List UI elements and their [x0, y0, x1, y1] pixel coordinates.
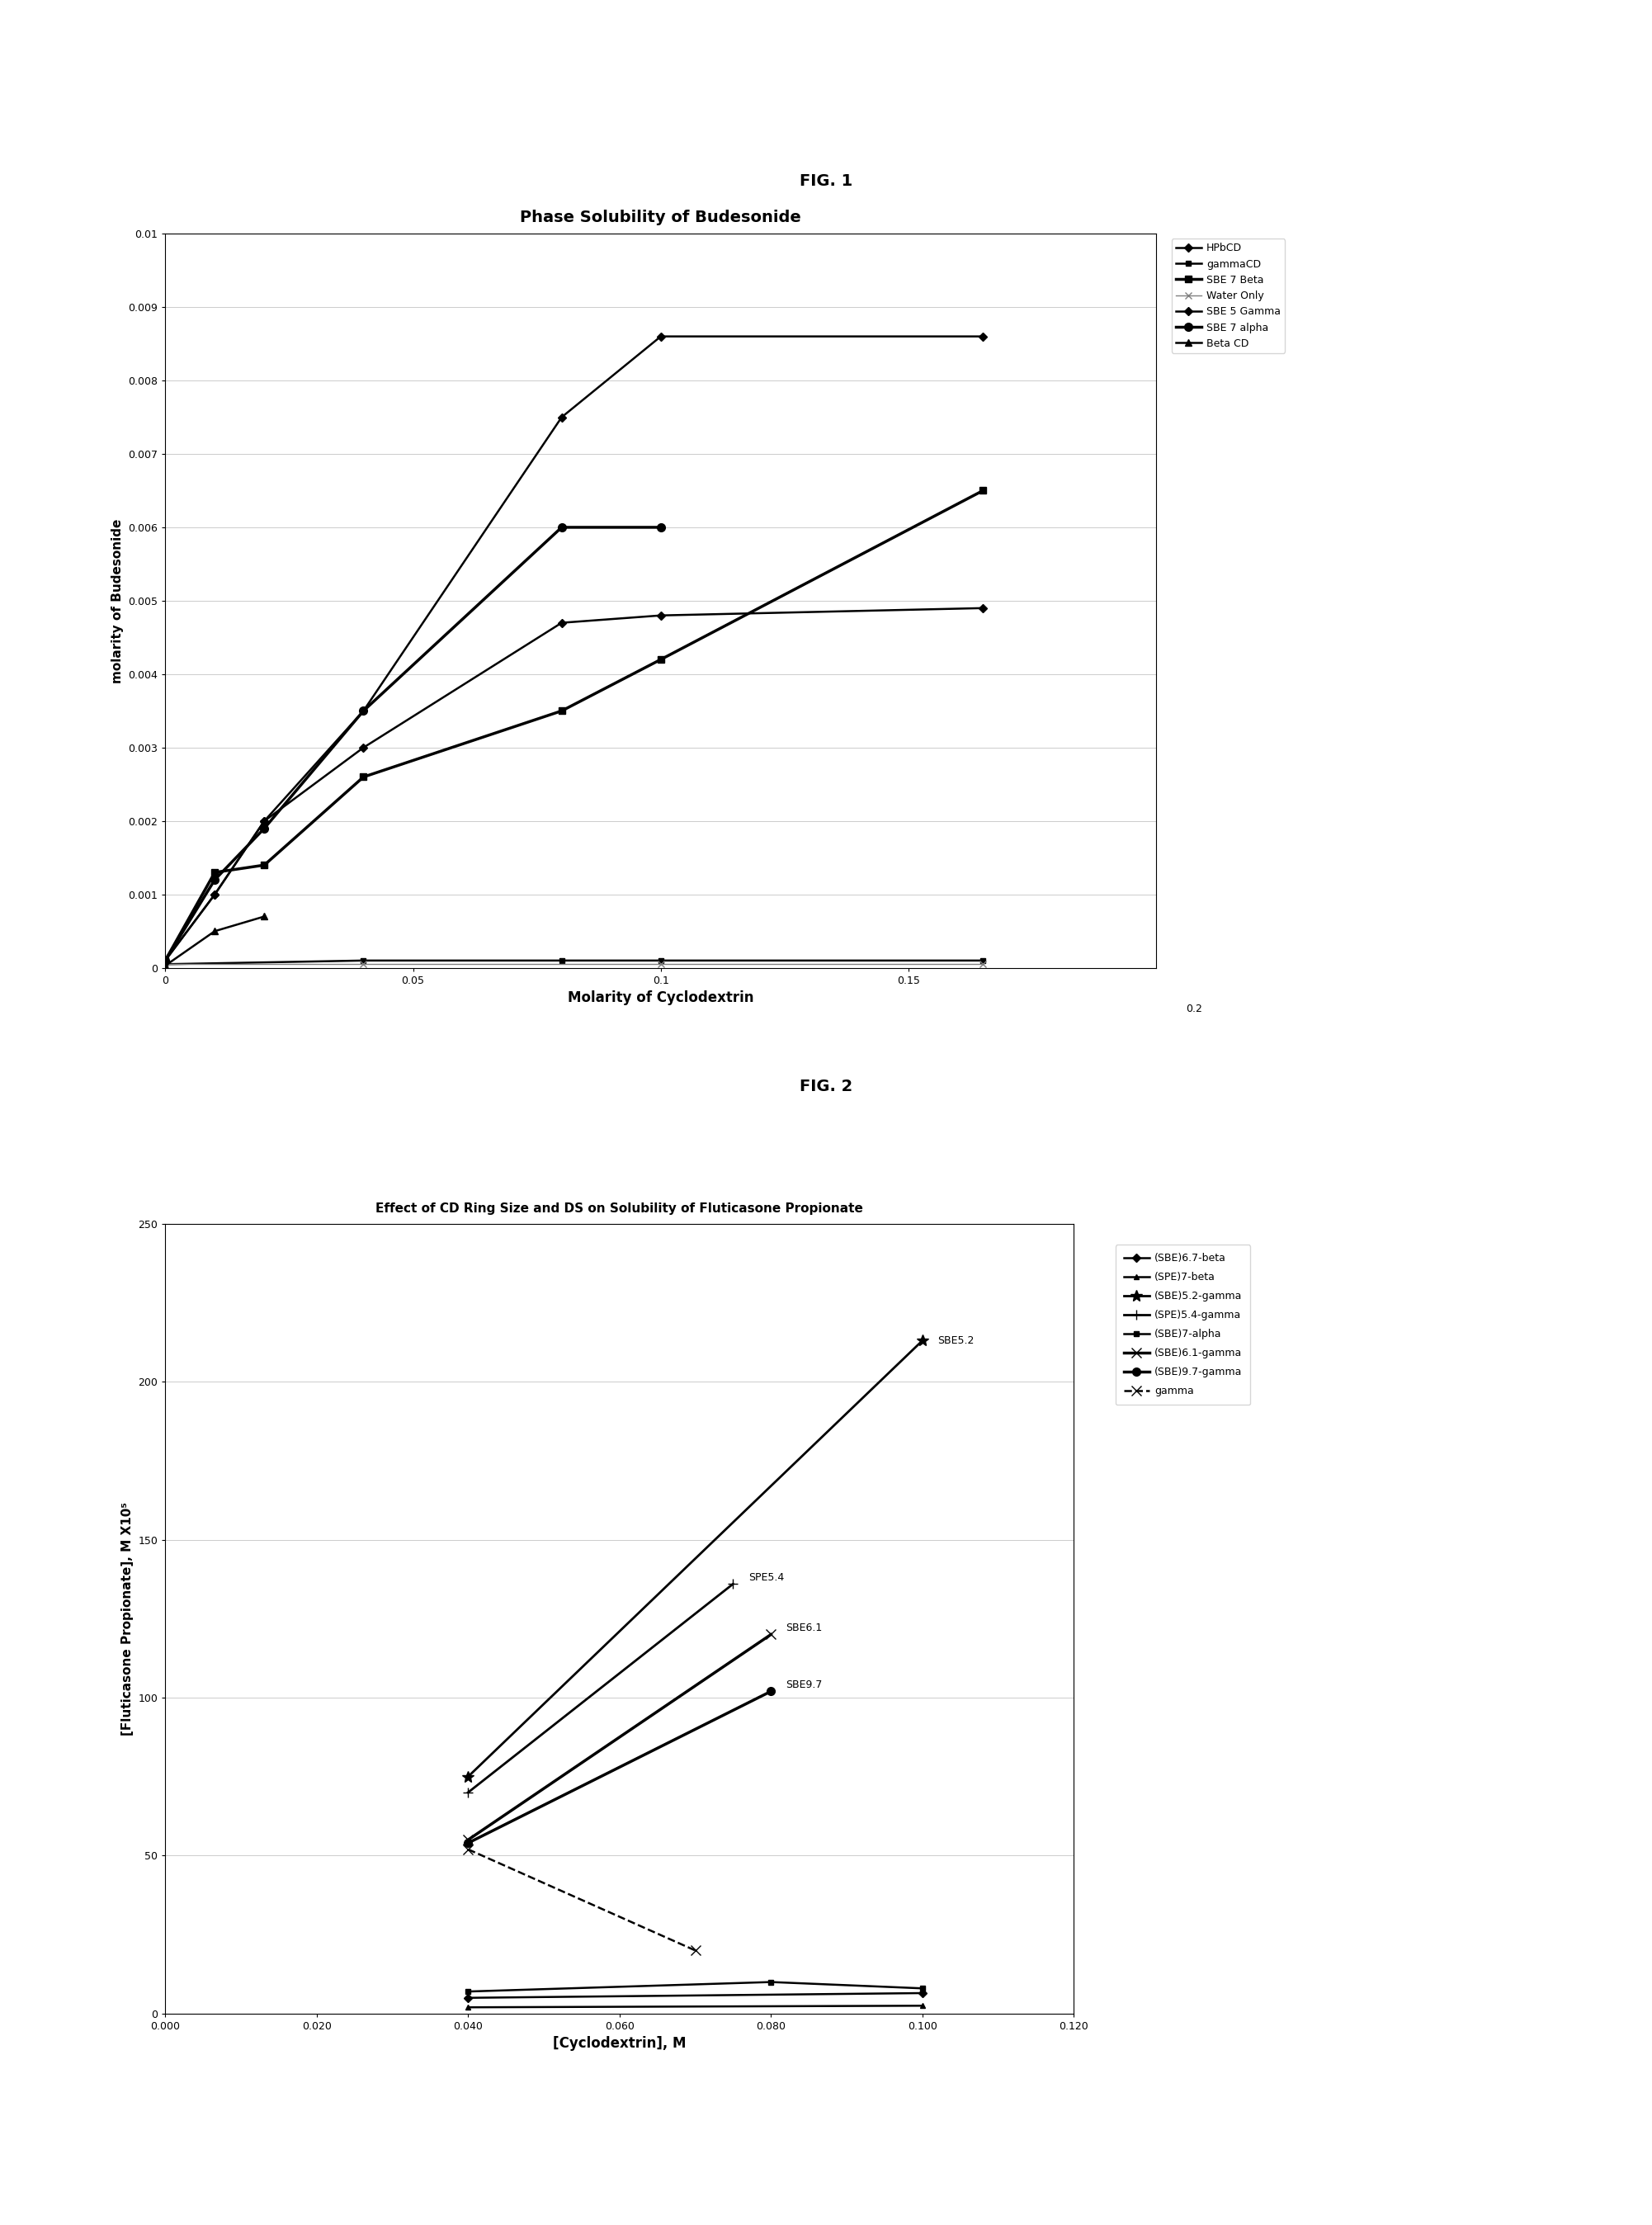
Line: (SBE)6.7-beta: (SBE)6.7-beta — [466, 1989, 925, 2000]
(SBE)5.2-gamma — [912, 1328, 932, 1355]
(SBE)6.1-gamma — [762, 1622, 781, 1649]
SBE 5 Gamma — [254, 808, 274, 834]
Line: (SBE)6.1-gamma: (SBE)6.1-gamma — [463, 1629, 776, 1845]
Legend: (SBE)6.7-beta, (SPE)7-beta, (SBE)5.2-gamma, (SPE)5.4-gamma, (SBE)7-alpha, (SBE)6: (SBE)6.7-beta, (SPE)7-beta, (SBE)5.2-gam… — [1115, 1244, 1251, 1404]
Line: gammaCD: gammaCD — [162, 957, 986, 968]
(SBE)7-alpha — [762, 1969, 781, 1996]
Text: SPE5.4: SPE5.4 — [748, 1573, 785, 1582]
Beta CD — [155, 952, 175, 979]
SBE 5 Gamma — [973, 594, 993, 621]
SBE 7 alpha — [651, 514, 671, 541]
Y-axis label: [Fluticasone Propionate], M X10⁵: [Fluticasone Propionate], M X10⁵ — [121, 1502, 134, 1736]
HPbCD — [205, 881, 225, 908]
HPbCD — [254, 808, 274, 834]
Line: (SBE)9.7-gamma: (SBE)9.7-gamma — [464, 1687, 775, 1847]
Line: Beta CD: Beta CD — [162, 912, 268, 970]
SBE 7 alpha — [354, 699, 373, 725]
Line: HPbCD: HPbCD — [162, 334, 986, 963]
gammaCD — [973, 948, 993, 975]
gamma — [686, 1938, 705, 1965]
HPbCD — [973, 323, 993, 349]
(SPE)5.4-gamma — [724, 1571, 743, 1598]
Water Only — [155, 950, 175, 977]
SBE 5 Gamma — [552, 610, 572, 636]
SBE 5 Gamma — [205, 881, 225, 908]
(SBE)7-alpha — [912, 1976, 932, 2002]
(SBE)9.7-gamma — [762, 1678, 781, 1704]
SBE 7 Beta — [254, 852, 274, 879]
SBE 7 Beta — [205, 859, 225, 886]
Line: (SPE)7-beta: (SPE)7-beta — [466, 2002, 925, 2009]
Y-axis label: molarity of Budesonide: molarity of Budesonide — [111, 518, 124, 683]
SBE 7 alpha — [155, 948, 175, 975]
Water Only — [973, 950, 993, 977]
Text: FIG. 2: FIG. 2 — [800, 1079, 852, 1095]
Text: SBE5.2: SBE5.2 — [938, 1335, 975, 1346]
Water Only — [651, 950, 671, 977]
HPbCD — [155, 948, 175, 975]
SBE 7 alpha — [205, 866, 225, 892]
SBE 5 Gamma — [651, 603, 671, 630]
Line: gamma: gamma — [463, 1845, 700, 1956]
Line: SBE 5 Gamma: SBE 5 Gamma — [162, 605, 986, 963]
HPbCD — [354, 699, 373, 725]
HPbCD — [552, 405, 572, 432]
(SPE)5.4-gamma — [458, 1780, 477, 1807]
X-axis label: [Cyclodextrin], M: [Cyclodextrin], M — [553, 2036, 686, 2051]
SBE 7 alpha — [552, 514, 572, 541]
gammaCD — [155, 950, 175, 977]
gammaCD — [354, 948, 373, 975]
Text: 0.2: 0.2 — [1186, 1003, 1203, 1015]
SBE 7 alpha — [254, 814, 274, 841]
Line: (SPE)5.4-gamma: (SPE)5.4-gamma — [463, 1580, 738, 1798]
gammaCD — [651, 948, 671, 975]
SBE 5 Gamma — [155, 948, 175, 975]
Line: Water Only: Water Only — [162, 961, 986, 968]
Line: (SBE)7-alpha: (SBE)7-alpha — [466, 1980, 925, 1994]
Text: SBE6.1: SBE6.1 — [786, 1622, 823, 1633]
Beta CD — [254, 903, 274, 930]
Legend: HPbCD, gammaCD, SBE 7 Beta, Water Only, SBE 5 Gamma, SBE 7 alpha, Beta CD: HPbCD, gammaCD, SBE 7 Beta, Water Only, … — [1171, 238, 1285, 354]
SBE 7 Beta — [973, 476, 993, 503]
(SBE)6.1-gamma — [458, 1827, 477, 1853]
(SBE)9.7-gamma — [458, 1829, 477, 1856]
SBE 7 Beta — [155, 948, 175, 975]
SBE 7 Beta — [651, 645, 671, 672]
(SPE)7-beta — [912, 1991, 932, 2018]
HPbCD — [651, 323, 671, 349]
Text: FIG. 1: FIG. 1 — [800, 174, 852, 189]
Beta CD — [205, 919, 225, 946]
X-axis label: Molarity of Cyclodextrin: Molarity of Cyclodextrin — [568, 990, 753, 1006]
SBE 7 Beta — [354, 763, 373, 790]
SBE 7 Beta — [552, 699, 572, 725]
gammaCD — [552, 948, 572, 975]
Water Only — [354, 950, 373, 977]
Line: SBE 7 Beta: SBE 7 Beta — [162, 487, 986, 963]
gamma — [458, 1836, 477, 1862]
Title: Phase Solubility of Budesonide: Phase Solubility of Budesonide — [520, 209, 801, 225]
Line: SBE 7 alpha: SBE 7 alpha — [162, 523, 664, 966]
SBE 5 Gamma — [354, 734, 373, 761]
Line: (SBE)5.2-gamma: (SBE)5.2-gamma — [463, 1335, 928, 1782]
(SBE)6.7-beta — [458, 1985, 477, 2011]
(SBE)5.2-gamma — [458, 1762, 477, 1789]
Title: Effect of CD Ring Size and DS on Solubility of Fluticasone Propionate: Effect of CD Ring Size and DS on Solubil… — [375, 1202, 864, 1215]
(SBE)7-alpha — [458, 1978, 477, 2005]
Text: SBE9.7: SBE9.7 — [786, 1680, 823, 1691]
(SBE)6.7-beta — [912, 1980, 932, 2007]
(SPE)7-beta — [458, 1994, 477, 2020]
